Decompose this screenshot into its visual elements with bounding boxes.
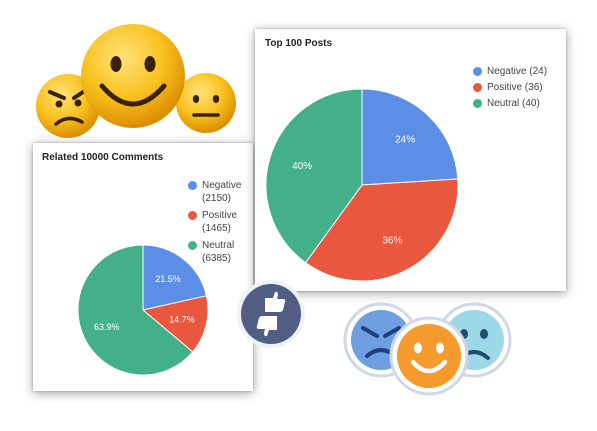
- legend-label-neutral: Neutral: [487, 98, 520, 109]
- comments-legend: Negative (2150) Positive (1465) Neutral …: [188, 179, 252, 269]
- legend-dot-negative: [473, 67, 482, 76]
- pie-slice-neutral: [77, 244, 194, 376]
- smiley-face-icon: [389, 316, 469, 396]
- legend-count-neutral: (40): [522, 98, 540, 109]
- pie-slice-positive: [304, 178, 459, 282]
- legend-count-negative: (24): [529, 66, 548, 77]
- pie-label-negative: 21.5%: [155, 274, 181, 284]
- emoji-cluster: [36, 24, 236, 138]
- legend-count-negative: (2150): [202, 193, 231, 204]
- legend-count-positive: (36): [524, 82, 543, 93]
- legend-item-neutral: Neutral (40): [473, 97, 563, 110]
- legend-dot-neutral: [188, 241, 197, 250]
- pie-label-positive: 14.7%: [169, 315, 195, 325]
- legend-label-positive: Positive: [487, 82, 523, 93]
- legend-item-negative: Negative (2150): [188, 179, 252, 205]
- legend-item-negative: Negative (24): [473, 65, 563, 78]
- legend-item-positive: Positive (36): [473, 81, 563, 94]
- pie-slice-negative: [142, 244, 208, 311]
- legend-label-neutral: Neutral: [202, 240, 235, 251]
- pie-slice-neutral: [265, 88, 363, 264]
- pie-label-neutral: 40%: [292, 161, 312, 172]
- pie-label-negative: 24%: [395, 135, 415, 146]
- legend-dot-positive: [473, 83, 482, 92]
- comments-chart-card: Related 10000 Comments 21.5% 14.7% 63.9% N…: [33, 143, 253, 391]
- happy-emoji-icon: [81, 24, 185, 128]
- thumbs-up-down-icon: [237, 280, 305, 348]
- face-icons-group: [343, 302, 512, 396]
- legend-label-negative: Negative: [487, 66, 527, 77]
- legend-count-neutral: (6385): [202, 253, 231, 264]
- posts-legend: Negative (24) Positive (36) Neutral (40): [473, 65, 563, 113]
- pie-slice-positive: [141, 295, 209, 353]
- comments-chart-title: Related 10000 Comments: [42, 152, 164, 163]
- pie-label-positive: 36%: [382, 236, 402, 247]
- legend-dot-positive: [188, 211, 197, 220]
- posts-chart-card: Top 100 Posts 24% 36% 40% Negative (24) Po…: [255, 29, 566, 291]
- legend-label-positive: Positive: [202, 210, 238, 221]
- legend-label-negative: Negative: [202, 180, 242, 191]
- legend-count-positive: (1465): [202, 223, 231, 234]
- legend-dot-neutral: [473, 99, 482, 108]
- comments-pie-chart: 21.5% 14.7% 63.9%: [77, 244, 209, 376]
- legend-item-positive: Positive (1465): [188, 209, 252, 235]
- neutral-emoji-icon: [176, 73, 236, 133]
- posts-chart-title: Top 100 Posts: [265, 38, 333, 49]
- posts-pie-chart: 24% 36% 40%: [265, 88, 459, 282]
- pie-slice-negative: [361, 88, 459, 186]
- pie-label-neutral: 63.9%: [94, 322, 120, 332]
- legend-item-neutral: Neutral (6385): [188, 239, 252, 265]
- legend-dot-negative: [188, 181, 197, 190]
